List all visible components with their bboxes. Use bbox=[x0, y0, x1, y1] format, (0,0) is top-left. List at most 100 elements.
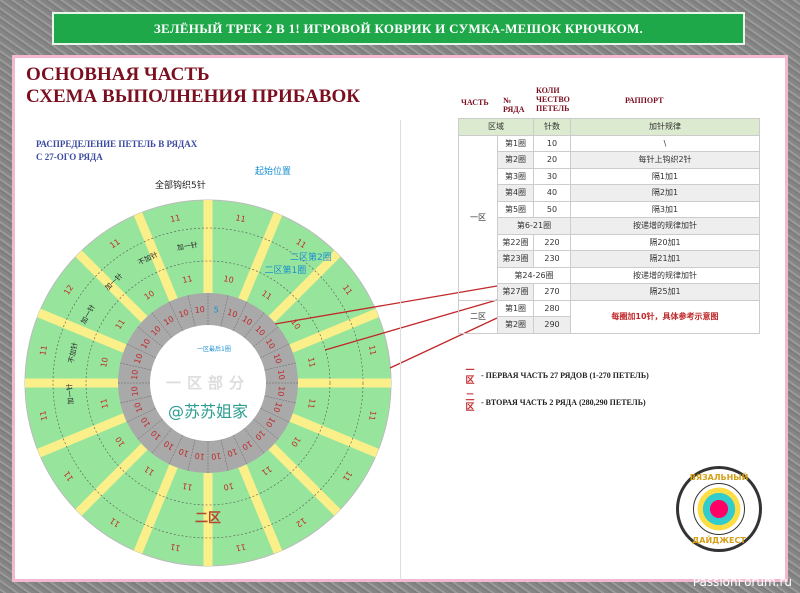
title-line: СХЕМА ВЫПОЛНЕНИЯ ПРИБАВОК bbox=[26, 86, 361, 107]
legend-key: 二区 bbox=[465, 392, 475, 412]
zone2-row2-label: 二区第2圈 bbox=[290, 251, 332, 263]
legend-key: 一区 bbox=[465, 365, 475, 385]
inner-ring-label: 10 bbox=[130, 369, 140, 380]
outer-ring-label: 11 bbox=[169, 213, 181, 224]
zone2-cell: 二区 bbox=[458, 299, 498, 334]
title-line: ОСНОВНАЯ ЧАСТЬ bbox=[26, 64, 210, 85]
note-all5: 全部钩织5针 bbox=[155, 181, 206, 191]
legend-text: - ВТОРАЯ ЧАСТЬ 2 РЯДА (280,290 ПЕТЕЛЬ) bbox=[481, 397, 646, 407]
inner-ring-label: 10 bbox=[271, 401, 283, 414]
table-row: 第2圈 20 每针上钩织2针 bbox=[459, 151, 760, 169]
stitch-note: 加一针 bbox=[176, 240, 198, 252]
table-row: 第5圈 50 隔3加1 bbox=[459, 200, 760, 218]
increase-stripe bbox=[289, 413, 379, 458]
inner-ring-label: 10 bbox=[133, 401, 145, 414]
segment-divider bbox=[168, 301, 184, 331]
segment-divider bbox=[220, 439, 229, 471]
segment-divider bbox=[264, 362, 296, 371]
th-rule: 加针规律 bbox=[570, 118, 760, 136]
segment-divider bbox=[126, 407, 156, 423]
outer-ring-label: 11 bbox=[367, 344, 378, 356]
table-row: 第22圈 220 隔20加1 bbox=[459, 233, 760, 251]
increase-stripe bbox=[133, 464, 178, 554]
note-start: 起始位置 bbox=[255, 167, 292, 177]
table-row: 第27圈 270 隔25加1 bbox=[459, 283, 760, 301]
center-label: 一区部分 bbox=[166, 374, 250, 392]
segment-divider bbox=[126, 343, 156, 359]
stitch-note: 加一针 bbox=[65, 383, 76, 405]
segment-divider bbox=[120, 395, 152, 404]
th-count: 针数 bbox=[533, 118, 571, 136]
inner-ring-label: 10 bbox=[271, 352, 283, 365]
inner-ring-label: 10 bbox=[194, 305, 205, 315]
increase-stripe bbox=[238, 464, 283, 554]
inner-ring-label: 5 bbox=[213, 305, 219, 315]
segment-divider bbox=[151, 312, 173, 338]
subtitle-line: РАСПРЕДЕЛЕНИЕ ПЕТЕЛЬ В РЯДАХ bbox=[36, 139, 198, 149]
increase-stripe bbox=[268, 250, 341, 323]
mid-ring-label: 11 bbox=[306, 357, 317, 369]
inner-ring-label: 10 bbox=[177, 308, 190, 320]
increase-table: 区域 针数 加针规律 一区 第1圈 10 \ 第2圈 20 每针上钩织2针 第3圈 30 隔1加1 第4圈… bbox=[458, 118, 760, 334]
increase-stripe bbox=[75, 443, 148, 516]
mid-ring-label: 11 bbox=[182, 481, 194, 492]
header-part: ЧАСТЬ bbox=[461, 98, 489, 107]
segment-divider bbox=[232, 301, 248, 331]
inner-ring-label: 10 bbox=[276, 386, 286, 397]
increase-stripe bbox=[75, 250, 148, 323]
mid-ring-label: 10 bbox=[223, 274, 235, 285]
center bbox=[150, 325, 266, 441]
zone1-last-label: 一区最后1圈 bbox=[197, 345, 231, 353]
segment-divider bbox=[264, 395, 296, 404]
segment-divider bbox=[243, 312, 265, 338]
table-row: 第2圈 290 bbox=[459, 316, 760, 334]
logo-top: ВЯЗАЛЬНЫЙ bbox=[689, 473, 749, 482]
center-watermark: @苏苏姐家 bbox=[168, 402, 248, 421]
inner-ring-label: 10 bbox=[133, 352, 145, 365]
outer-ring-label: 11 bbox=[38, 410, 49, 422]
table-row: 第23圈 230 隔21加1 bbox=[459, 250, 760, 268]
table-row: 第4圈 40 隔2加1 bbox=[459, 184, 760, 202]
banner-title: ЗЕЛЁНЫЙ ТРЕК 2 В 1! ИГРОВОЙ КОВРИК И СУМ… bbox=[52, 12, 745, 45]
segment-divider bbox=[168, 435, 184, 465]
stitch-note: 不加针 bbox=[66, 341, 79, 363]
table-row: 一区 第1圈 10 \ bbox=[458, 134, 760, 301]
watermark: PassionForum.ru bbox=[692, 575, 792, 589]
zone2-note: 每圈加10针，具体参考示意图 bbox=[570, 299, 760, 334]
page-title: ОСНОВНАЯ ЧАСТЬ СХЕМА ВЫПОЛНЕНИЯ ПРИБАВОК bbox=[26, 64, 360, 108]
mid-ring-label: 11 bbox=[306, 398, 317, 410]
segment-divider bbox=[253, 418, 279, 440]
table-row: 二区 第1圈 280 每圈加10针，具体参考示意图 bbox=[458, 299, 760, 334]
outer-ring-label: 11 bbox=[38, 344, 49, 356]
legend-item: 二区 - ВТОРАЯ ЧАСТЬ 2 РЯДА (280,290 ПЕТЕЛЬ) bbox=[465, 392, 646, 412]
segment-divider bbox=[120, 362, 152, 371]
th-zone: 区域 bbox=[458, 118, 534, 136]
increase-stripe bbox=[133, 212, 178, 302]
segment-divider bbox=[260, 343, 290, 359]
logo-bottom: ДАЙДЖЕСТ bbox=[692, 536, 746, 545]
table-row: 第24-26圈 按递增的规律加针 bbox=[459, 266, 760, 284]
divider bbox=[400, 120, 401, 580]
segment-divider bbox=[187, 295, 196, 327]
segment-divider bbox=[151, 428, 173, 454]
zone2-row1-label: 二区第1圈 bbox=[264, 264, 306, 276]
outer-ring-label: 11 bbox=[169, 542, 181, 553]
inner-ring-label: 10 bbox=[194, 451, 205, 461]
subtitle-line: С 27-ОГО РЯДА bbox=[36, 152, 103, 162]
mid-ring-label: 11 bbox=[182, 274, 194, 285]
segment-divider bbox=[187, 439, 196, 471]
logo: ВЯЗАЛЬНЫЙ ДАЙДЖЕСТ bbox=[676, 466, 762, 552]
inner-ring-label: 10 bbox=[276, 369, 286, 380]
increase-stripe bbox=[37, 413, 127, 458]
header-row: № РЯДА bbox=[503, 96, 525, 114]
segment-divider bbox=[137, 326, 163, 348]
increase-stripe bbox=[238, 212, 283, 302]
outer-ring-label: 11 bbox=[235, 213, 247, 224]
inner-ring-label: 10 bbox=[177, 446, 190, 458]
legend-text: - ПЕРВАЯ ЧАСТЬ 27 РЯДОВ (1-270 ПЕТЕЛЬ) bbox=[481, 370, 649, 380]
mid-ring-label: 10 bbox=[99, 357, 110, 369]
increase-stripe bbox=[268, 443, 341, 516]
zone1-cell: 一区 bbox=[458, 134, 498, 301]
segment-divider bbox=[260, 407, 290, 423]
